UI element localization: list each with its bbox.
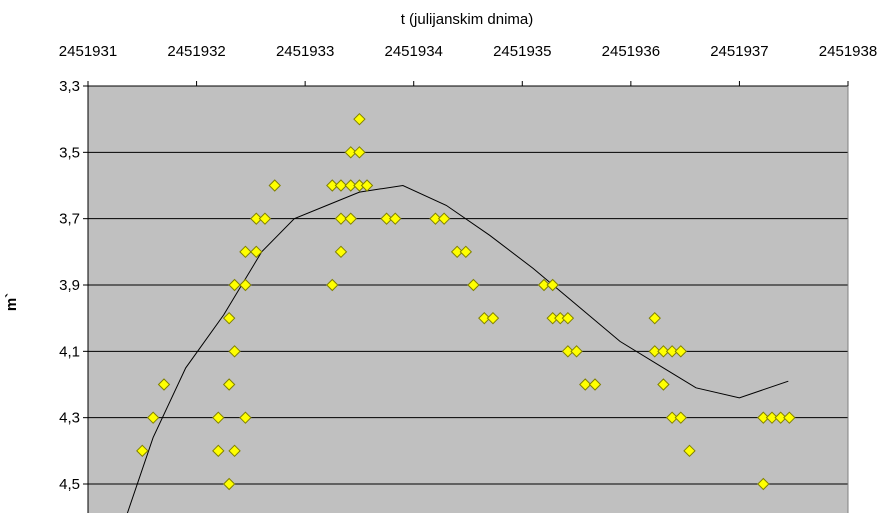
data-points bbox=[136, 112, 796, 491]
data-point bbox=[222, 311, 236, 325]
data-point bbox=[674, 345, 688, 358]
y-tick-label: 4,5 bbox=[59, 476, 80, 493]
data-point bbox=[783, 411, 796, 424]
data-point bbox=[648, 311, 661, 325]
data-point bbox=[250, 212, 263, 225]
data-point bbox=[344, 179, 357, 192]
data-point bbox=[239, 411, 252, 424]
data-point bbox=[437, 212, 451, 225]
data-point bbox=[459, 245, 473, 259]
data-point bbox=[212, 411, 225, 424]
y-tick-label: 3,5 bbox=[59, 144, 80, 161]
data-point bbox=[326, 278, 339, 292]
data-point bbox=[136, 444, 149, 458]
data-point bbox=[579, 378, 592, 391]
data-point bbox=[570, 345, 583, 358]
x-tick-label: 2451934 bbox=[385, 43, 443, 60]
x-tick-label: 2451935 bbox=[493, 43, 551, 60]
data-point bbox=[344, 146, 357, 159]
data-point bbox=[239, 245, 252, 259]
data-point bbox=[353, 112, 366, 126]
data-point bbox=[228, 278, 241, 292]
data-point bbox=[212, 444, 225, 458]
data-point bbox=[389, 212, 402, 225]
x-tick-label: 2451933 bbox=[276, 43, 334, 60]
data-point bbox=[665, 411, 679, 424]
x-tick-label: 2451932 bbox=[167, 43, 225, 60]
y-tick-label: 3,9 bbox=[59, 277, 80, 294]
y-tick-label: 3,7 bbox=[59, 211, 80, 228]
data-point bbox=[450, 245, 464, 259]
data-point bbox=[478, 311, 491, 325]
data-point bbox=[757, 477, 770, 491]
data-point bbox=[429, 212, 442, 225]
fit-curve-layer bbox=[126, 184, 789, 513]
plot-area bbox=[88, 86, 848, 513]
data-point bbox=[657, 378, 670, 391]
data-point bbox=[222, 378, 236, 391]
data-point bbox=[648, 345, 661, 358]
data-point bbox=[228, 345, 241, 358]
data-point bbox=[380, 212, 393, 225]
data-point bbox=[467, 278, 480, 292]
data-point bbox=[326, 179, 339, 192]
data-point bbox=[353, 146, 366, 159]
data-point bbox=[334, 212, 348, 225]
data-point bbox=[250, 245, 263, 259]
y-tick-label: 4,1 bbox=[59, 343, 80, 360]
x-tick-label: 2451938 bbox=[819, 43, 877, 60]
data-point bbox=[268, 179, 281, 192]
axes bbox=[83, 81, 849, 513]
y-tick-label: 3,3 bbox=[59, 78, 80, 95]
data-point bbox=[561, 311, 575, 325]
data-point bbox=[683, 444, 696, 458]
x-tick-label: 2451931 bbox=[59, 43, 117, 60]
data-point bbox=[774, 411, 787, 424]
data-point bbox=[674, 411, 688, 424]
data-point bbox=[486, 311, 500, 325]
data-point bbox=[258, 212, 272, 225]
data-point bbox=[765, 411, 779, 424]
data-point bbox=[757, 411, 770, 424]
data-point bbox=[537, 278, 551, 292]
data-point bbox=[228, 444, 241, 458]
tick-labels: 3,3 3,5 3,7 3,9 4,1 4,3 4,5 2451931 2451932 24519… bbox=[59, 43, 877, 493]
data-point bbox=[334, 245, 348, 259]
data-point bbox=[334, 179, 348, 192]
x-tick-label: 2451937 bbox=[710, 43, 768, 60]
x-axis-title: t (julijanskim dnima) bbox=[401, 11, 534, 28]
data-point bbox=[157, 378, 171, 391]
fit-curve bbox=[126, 184, 789, 513]
y-tick-label: 4,3 bbox=[59, 410, 80, 427]
data-point bbox=[344, 212, 357, 225]
data-point bbox=[222, 477, 236, 491]
data-point bbox=[665, 345, 679, 358]
data-point bbox=[588, 378, 602, 391]
data-point bbox=[146, 411, 160, 424]
data-point bbox=[360, 179, 374, 192]
data-point bbox=[561, 345, 575, 358]
data-point bbox=[239, 278, 252, 292]
x-tick-label: 2451936 bbox=[602, 43, 660, 60]
data-point bbox=[546, 278, 559, 292]
data-point bbox=[657, 345, 670, 358]
y-axis-title: m` bbox=[3, 293, 20, 311]
